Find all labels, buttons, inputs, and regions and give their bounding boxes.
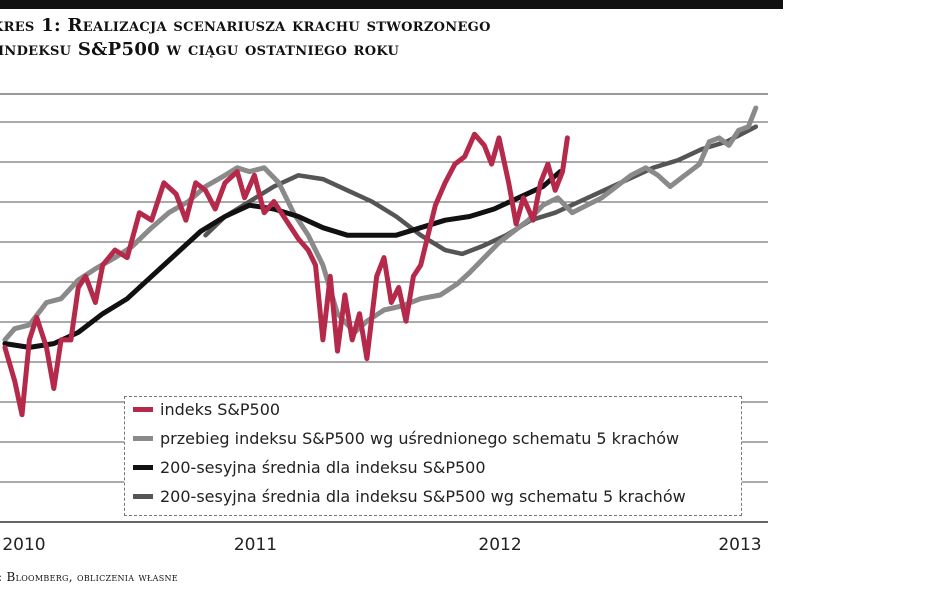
legend-label-avg-scenario: przebieg indeksu S&P500 wg uśrednionego … (160, 429, 680, 448)
legend-swatch-sp500 (133, 407, 153, 412)
series-line-sma200 (2, 169, 563, 350)
chart-title-line-1: kres 1: Realizacja scenariusza krachu st… (0, 15, 491, 36)
legend-swatch-avg-scenario (133, 436, 153, 441)
legend-item-sma200-scenario: 200-sesyjna średnia dla indeksu S&P500 w… (133, 486, 686, 508)
x-tick-label: 2011 (234, 535, 277, 555)
legend-swatch-sma200 (133, 465, 153, 470)
legend-item-sma200: 200-sesyjna średnia dla indeksu S&P500 (133, 457, 486, 479)
legend-swatch-sma200-scenario (133, 494, 153, 499)
x-tick-label: 2012 (478, 535, 521, 555)
x-tick-label: 2013 (718, 535, 761, 555)
legend-label-sp500: indeks S&P500 (160, 400, 281, 419)
x-axis-ticks: 2010 2011 2012 2013 (2, 535, 761, 555)
chart-title: kres 1: Realizacja scenariusza krachu st… (0, 14, 783, 62)
source-note: : Bloomberg, obliczenia własne (0, 570, 178, 584)
legend-label-sma200: 200-sesyjna średnia dla indeksu S&P500 (160, 458, 486, 477)
series-line-sma200-scenario (203, 124, 759, 257)
x-tick-label: 2010 (2, 535, 45, 555)
chart-legend: indeks S&P500 przebieg indeksu S&P500 wg… (124, 396, 742, 516)
series-lines (2, 105, 759, 418)
legend-label-sma200-scenario: 200-sesyjna średnia dla indeksu S&P500 w… (160, 487, 686, 506)
legend-item-avg-scenario: przebieg indeksu S&P500 wg uśrednionego … (133, 428, 679, 450)
chart-title-line-2: indeksu S&P500 w ciągu ostatniego roku (0, 39, 400, 60)
top-bar (0, 0, 783, 9)
legend-item-sp500: indeks S&P500 (133, 399, 280, 421)
series-line-sp500 (2, 131, 570, 418)
